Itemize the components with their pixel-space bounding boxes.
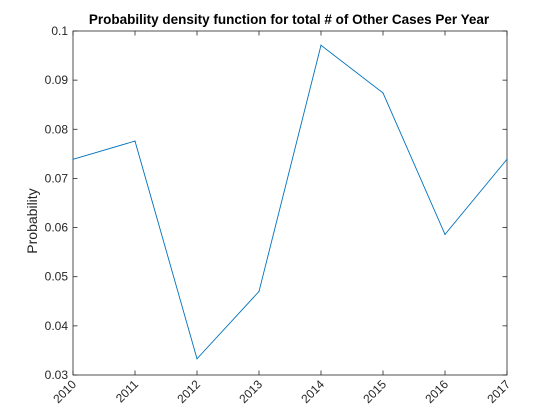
x-tick-label: 2012 xyxy=(174,377,203,406)
x-tick-label: 2013 xyxy=(236,377,265,406)
data-point xyxy=(320,44,322,46)
x-tick-label: 2014 xyxy=(298,377,327,406)
x-tick-label: 2016 xyxy=(422,377,451,406)
y-axis-label: Probability xyxy=(24,188,40,253)
y-tick-label: 0.08 xyxy=(45,122,69,136)
y-tick-label: 0.04 xyxy=(45,319,69,333)
data-point xyxy=(506,158,508,160)
y-tick-label: 0.1 xyxy=(51,24,68,38)
y-tick-label: 0.03 xyxy=(45,368,69,382)
data-point xyxy=(134,140,136,142)
data-point xyxy=(72,158,74,160)
data-point xyxy=(382,92,384,94)
y-tick-label: 0.09 xyxy=(45,73,69,87)
data-point xyxy=(258,290,260,293)
y-tick-label: 0.05 xyxy=(45,270,69,284)
chart-title: Probability density function for total #… xyxy=(89,12,490,27)
series-line xyxy=(72,44,508,360)
data-point xyxy=(196,358,198,360)
x-tick-label: 2017 xyxy=(484,377,513,406)
x-tick-label: 2015 xyxy=(360,377,389,406)
x-tick-label: 2011 xyxy=(113,377,141,405)
y-tick-label: 0.07 xyxy=(45,171,69,185)
axes-box xyxy=(72,30,508,376)
y-tick-label: 0.06 xyxy=(45,221,69,235)
data-point xyxy=(444,233,446,236)
